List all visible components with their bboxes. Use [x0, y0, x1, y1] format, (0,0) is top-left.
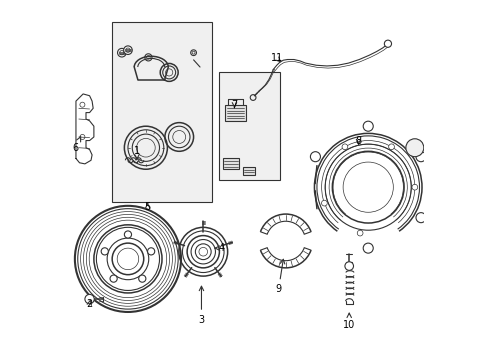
Text: 11: 11 — [270, 53, 283, 63]
Text: 8: 8 — [355, 136, 361, 145]
Circle shape — [85, 294, 94, 304]
Text: 4: 4 — [215, 243, 224, 253]
Circle shape — [310, 152, 320, 162]
Circle shape — [405, 139, 423, 157]
Circle shape — [190, 50, 196, 55]
Bar — [242, 167, 255, 175]
Circle shape — [388, 144, 394, 150]
Circle shape — [124, 231, 131, 238]
Circle shape — [321, 200, 326, 206]
Circle shape — [147, 248, 154, 255]
Circle shape — [123, 46, 132, 54]
Circle shape — [101, 248, 108, 255]
Text: 1: 1 — [134, 146, 140, 159]
Bar — [219, 72, 280, 180]
Circle shape — [117, 48, 126, 57]
Circle shape — [415, 152, 425, 162]
Circle shape — [384, 40, 391, 47]
Text: 5: 5 — [144, 202, 150, 212]
Text: 3: 3 — [198, 286, 204, 325]
Circle shape — [363, 243, 372, 253]
Bar — [112, 22, 212, 202]
Text: 10: 10 — [343, 313, 355, 330]
Text: 9: 9 — [275, 259, 284, 294]
Circle shape — [110, 275, 117, 282]
Text: 2: 2 — [86, 299, 93, 309]
Circle shape — [411, 184, 417, 190]
Bar — [224, 105, 246, 121]
Text: 6: 6 — [72, 137, 81, 153]
Circle shape — [357, 230, 362, 236]
Circle shape — [415, 213, 425, 223]
Bar — [223, 158, 239, 169]
Circle shape — [363, 121, 372, 131]
Text: 7: 7 — [231, 100, 237, 110]
Circle shape — [344, 262, 353, 270]
Circle shape — [139, 275, 145, 282]
Circle shape — [341, 144, 347, 150]
